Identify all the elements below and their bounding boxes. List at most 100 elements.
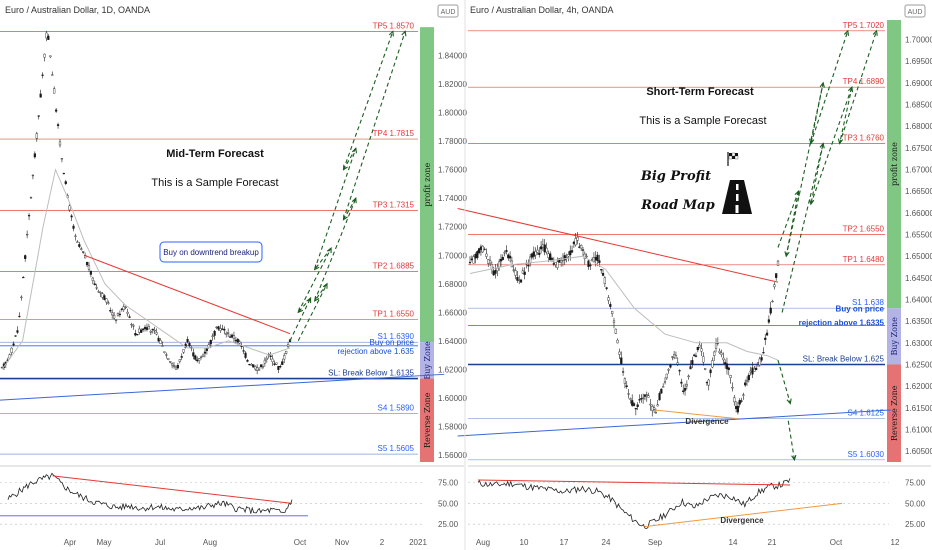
- price-tick: 1.80000: [438, 109, 467, 118]
- candle-body: [640, 398, 643, 400]
- candle-body: [283, 355, 286, 360]
- candle-body: [163, 351, 166, 353]
- candle-body: [649, 403, 652, 406]
- level-label: S4 1.6125: [848, 409, 885, 418]
- price-tick: 1.64500: [905, 274, 932, 283]
- candle-body: [263, 359, 266, 364]
- candle-body: [514, 270, 517, 276]
- candle-body: [219, 328, 222, 331]
- candle-body: [758, 358, 761, 366]
- candle-body: [221, 328, 224, 330]
- candle-body: [143, 326, 147, 330]
- candle-body: [647, 395, 650, 398]
- candle-body: [244, 352, 247, 358]
- candle-body: [594, 257, 597, 261]
- candle-body: [228, 336, 232, 338]
- candle-body: [492, 270, 495, 276]
- candle-body: [118, 313, 122, 316]
- right-subtitle: This is a Sample Forecast: [639, 115, 766, 127]
- candle-body: [587, 260, 590, 267]
- candle-body: [671, 356, 674, 358]
- candle-body: [678, 370, 681, 372]
- candle-body: [707, 379, 710, 386]
- candle-body: [476, 251, 479, 258]
- candle-body: [638, 399, 641, 401]
- candle-body: [591, 259, 594, 261]
- candle-body: [611, 310, 614, 315]
- candle-body: [128, 316, 131, 318]
- candle-body: [744, 382, 747, 386]
- candle-body: [601, 273, 605, 276]
- callout-text: Buy on downtrend breakup: [163, 248, 259, 257]
- candle-body: [167, 358, 170, 361]
- candle-body: [161, 345, 164, 347]
- candle-body: [174, 366, 178, 370]
- right-header: Euro / Australian Dollar, 4h, OANDA: [470, 5, 614, 15]
- price-tick: 1.64000: [905, 296, 932, 305]
- candle-body: [598, 260, 601, 264]
- candle-body: [136, 333, 139, 336]
- level-label: TP3 1.6760: [843, 134, 885, 143]
- forecast-arrow: [314, 247, 332, 270]
- candle-body: [767, 319, 770, 323]
- candle-body: [549, 253, 552, 260]
- price-tick: 1.58000: [438, 422, 467, 431]
- candle-body: [18, 315, 21, 318]
- time-tick: Aug: [203, 538, 217, 547]
- candle-body: [736, 405, 740, 413]
- forecast-arrow: [810, 30, 849, 144]
- divergence-top-label: Divergence: [685, 417, 729, 426]
- candle-body: [80, 248, 83, 250]
- left-title: Mid-Term Forecast: [166, 148, 264, 160]
- candle-body: [113, 314, 116, 319]
- buy-note: rejection above 1.635: [338, 347, 415, 356]
- candle-body: [660, 388, 663, 394]
- candle-body: [64, 181, 67, 184]
- candle-body: [499, 259, 503, 262]
- candle-body: [536, 249, 539, 253]
- price-tick: 1.67000: [905, 166, 932, 175]
- candle-body: [755, 367, 758, 371]
- candle-body: [95, 287, 98, 289]
- candle-body: [47, 35, 50, 40]
- candle-body: [764, 337, 767, 340]
- divergence-bottom-label: Divergence: [720, 516, 764, 525]
- candle-body: [236, 338, 239, 343]
- candle-body: [616, 339, 619, 344]
- forecast-arrowhead: [791, 454, 797, 462]
- candle-body: [642, 397, 645, 399]
- candle-body: [142, 328, 145, 331]
- candle-body: [211, 335, 214, 337]
- time-tick: May: [96, 538, 111, 547]
- trendline-support: [0, 373, 445, 401]
- candle-body: [756, 362, 760, 364]
- candle-body: [667, 369, 670, 371]
- level-label: TP2 1.6885: [373, 262, 415, 271]
- candle-body: [685, 384, 688, 387]
- candle-body: [654, 412, 657, 414]
- candle-body: [603, 277, 606, 285]
- price-tick: 1.62500: [905, 361, 932, 370]
- price-tick: 1.63500: [905, 317, 932, 326]
- right-currency-badge[interactable]: [904, 4, 926, 18]
- candle-body: [14, 335, 17, 337]
- price-tick: 1.66500: [905, 187, 932, 196]
- candle-body: [205, 348, 208, 351]
- candle-body: [600, 269, 603, 271]
- candle-body: [122, 306, 125, 310]
- zone-reverse-zone: [420, 378, 434, 462]
- price-tick: 1.70000: [438, 251, 467, 260]
- trendline-support: [457, 409, 891, 437]
- zone-buy-zone: [420, 342, 434, 379]
- price-tick: 1.84000: [438, 52, 467, 61]
- candle-body: [729, 375, 732, 378]
- price-tick: 1.63000: [905, 339, 932, 348]
- oscillator-line: [477, 478, 791, 530]
- candle-body: [539, 246, 543, 250]
- candle-body: [771, 300, 774, 303]
- candle-body: [238, 341, 241, 344]
- left-currency-badge[interactable]: [437, 4, 459, 18]
- candle-body: [734, 406, 738, 409]
- candle-body: [194, 355, 197, 360]
- candle-body: [751, 367, 754, 375]
